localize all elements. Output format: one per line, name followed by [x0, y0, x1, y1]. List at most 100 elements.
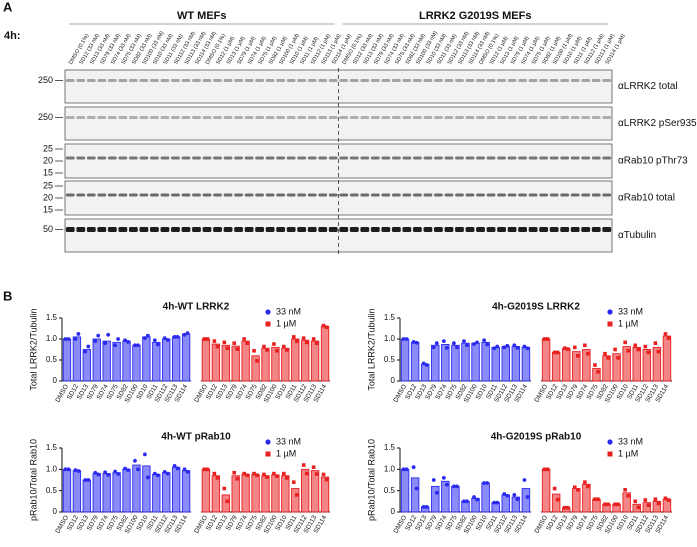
chart-title: 4h-G2019S pRab10 — [491, 432, 582, 443]
replicate-point — [113, 343, 118, 348]
replicate-point — [215, 476, 220, 480]
replicate-point — [515, 497, 520, 502]
bar — [171, 466, 181, 513]
replicate-point — [152, 471, 157, 476]
replicate-point — [603, 502, 607, 507]
chart-title: 4h-WT pRab10 — [161, 432, 231, 443]
band — [602, 116, 612, 119]
replicate-point — [304, 340, 309, 345]
replicate-point — [182, 467, 187, 472]
replicate-point — [401, 337, 406, 341]
replicate-point — [76, 469, 81, 473]
band — [570, 227, 580, 232]
band — [339, 193, 349, 197]
bar — [62, 338, 72, 382]
band — [391, 227, 401, 232]
replicate-point — [106, 472, 111, 477]
band — [76, 227, 86, 232]
replicate-point — [414, 340, 419, 345]
replicate-point — [282, 344, 286, 349]
replicate-point — [123, 338, 127, 343]
band — [192, 156, 201, 160]
band — [276, 156, 286, 160]
bar — [281, 475, 290, 513]
bar — [420, 363, 430, 382]
legend-marker — [607, 309, 613, 315]
replicate-point — [646, 503, 651, 507]
replicate-point — [265, 475, 269, 479]
replicate-point — [321, 323, 326, 328]
group-label: LRRK2 G2019S MEFs — [419, 10, 531, 22]
replicate-point — [636, 505, 641, 510]
band — [328, 193, 338, 197]
y-tick-label: 0 — [53, 376, 58, 385]
band — [370, 156, 380, 160]
bar — [582, 349, 591, 382]
band — [560, 227, 570, 232]
replicate-point — [162, 336, 167, 341]
band — [181, 227, 191, 232]
bar — [112, 341, 121, 382]
legend-label: 1 µM — [276, 448, 296, 458]
replicate-point — [441, 475, 446, 480]
bar — [652, 500, 662, 513]
replicate-point — [525, 346, 530, 351]
replicate-point — [133, 343, 137, 348]
band — [128, 156, 138, 160]
band — [181, 79, 191, 82]
bar — [632, 346, 641, 382]
y-tick-label: 0.5 — [384, 355, 396, 364]
bar — [142, 465, 151, 513]
band — [255, 79, 265, 82]
band — [486, 156, 496, 160]
bar — [461, 342, 470, 382]
bar — [461, 500, 470, 513]
band — [486, 79, 496, 82]
replicate-point — [421, 361, 426, 366]
band — [97, 193, 107, 197]
replicate-point — [155, 473, 160, 478]
band — [444, 156, 454, 160]
band — [202, 156, 212, 160]
band — [65, 156, 75, 160]
replicate-point — [485, 481, 490, 485]
replicate-point — [265, 348, 269, 352]
replicate-point — [222, 486, 227, 491]
bar — [271, 346, 280, 382]
y-tick-label: 0 — [391, 507, 396, 516]
replicate-point — [633, 499, 638, 504]
replicate-point — [643, 344, 648, 349]
replicate-point — [495, 500, 500, 505]
band — [328, 156, 338, 160]
replicate-point — [606, 356, 610, 360]
band — [602, 193, 612, 197]
band — [444, 227, 454, 232]
band — [560, 116, 570, 119]
band — [528, 156, 538, 160]
replicate-point — [205, 467, 210, 472]
replicate-point — [623, 340, 627, 345]
band — [507, 116, 517, 119]
band — [307, 193, 317, 197]
replicate-point — [593, 363, 597, 367]
y-tick-label: 1.5 — [384, 443, 396, 452]
size-marker: 15 — [43, 167, 53, 177]
replicate-point — [225, 499, 230, 504]
replicate-point — [136, 467, 140, 472]
band — [160, 79, 170, 82]
bar — [541, 468, 551, 513]
band — [328, 227, 338, 232]
panel-label: B — [3, 288, 12, 303]
band — [244, 116, 254, 119]
bar — [221, 494, 230, 513]
band — [192, 227, 201, 232]
replicate-point — [252, 471, 256, 476]
bar — [471, 342, 480, 382]
y-tick-label: 1.5 — [384, 313, 396, 322]
replicate-point — [586, 351, 590, 356]
band — [192, 193, 201, 197]
replicate-point — [291, 480, 296, 484]
replicate-point — [314, 341, 319, 345]
replicate-point — [252, 348, 256, 353]
band — [570, 156, 580, 160]
